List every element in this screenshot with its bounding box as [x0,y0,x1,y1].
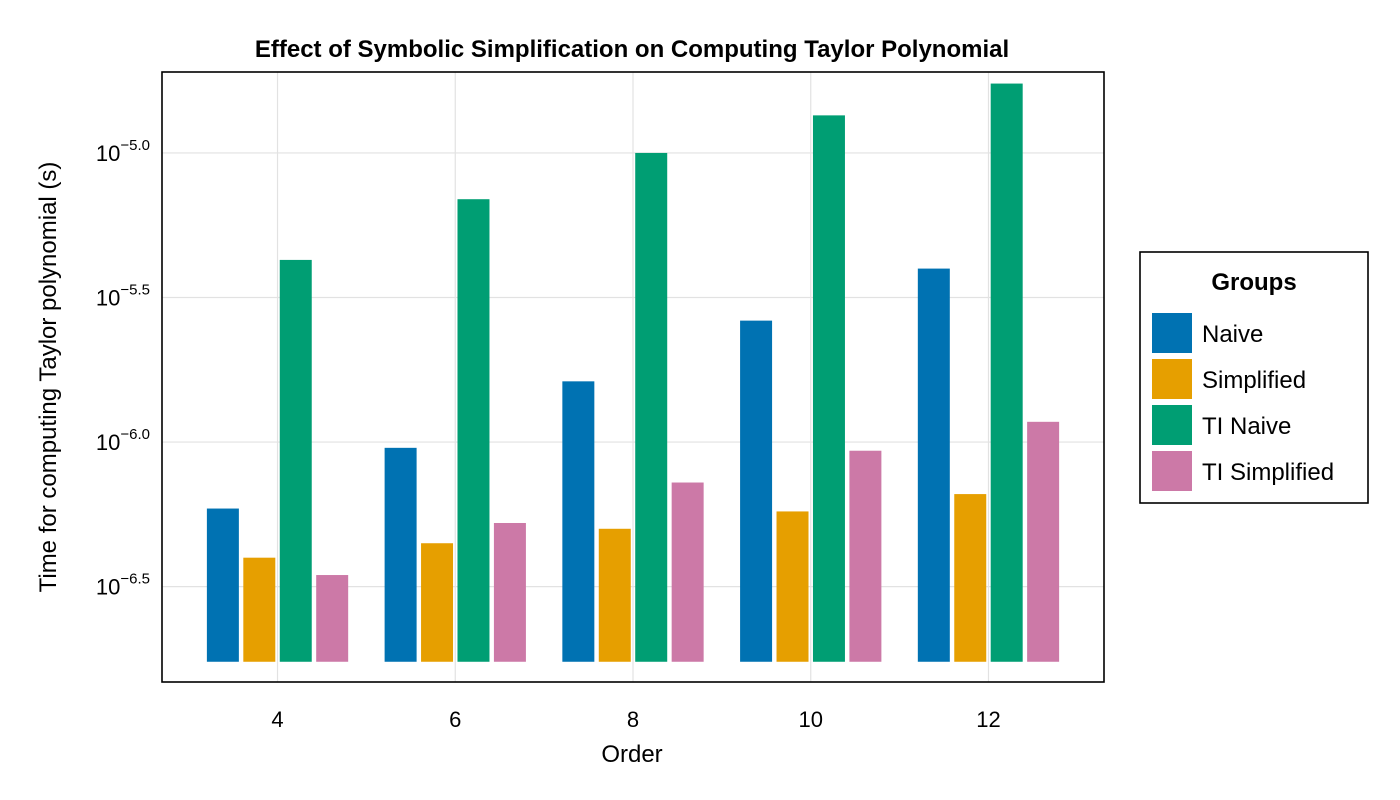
bar-ti-simplified-order-6 [493,522,526,662]
plot-frame [161,71,1105,683]
bar-ti-simplified-order-10 [849,450,882,662]
legend-swatch-ti-naive [1152,405,1192,445]
legend-swatch-naive [1152,313,1192,353]
y-tick-base: 10 [96,285,120,310]
y-tick-exponent: −6.5 [120,571,150,588]
bar-simplified-order-10 [776,511,809,662]
bar-simplified-order-6 [421,543,454,662]
bar-naive-order-4 [206,508,239,662]
bar-ti-simplified-order-12 [1027,421,1060,662]
y-tick-labels: 10−6.510−6.010−5.510−5.0 [96,137,150,600]
x-tick-label: 4 [271,707,283,732]
chart-title: Effect of Symbolic Simplification on Com… [255,36,1009,63]
bar-naive-order-12 [917,268,950,662]
legend-label-simplified: Simplified [1202,367,1306,394]
x-tick-label: 8 [627,707,639,732]
y-tick-exponent: −5.0 [120,137,150,154]
bar-simplified-order-4 [243,557,276,662]
y-axis-label: Time for computing Taylor polynomial (s) [35,162,62,593]
bar-ti-simplified-order-4 [316,575,349,662]
bar-ti-naive-order-4 [279,259,312,662]
legend-swatch-ti-simplified [1152,451,1192,491]
y-tick-base: 10 [96,430,120,455]
x-tick-labels: 4 6 8 10 12 [271,707,1000,732]
y-tick-label: 10−6.0 [96,426,150,455]
bar-naive-order-8 [562,381,595,662]
bar-naive-order-6 [384,447,417,662]
bar-simplified-order-12 [954,494,987,662]
y-tick-exponent: −5.5 [120,281,150,298]
y-tick-base: 10 [96,141,120,166]
bar-naive-order-10 [740,320,773,662]
y-tick-label: 10−6.5 [96,571,150,600]
x-tick-label: 12 [976,707,1000,732]
bar-ti-simplified-order-8 [671,482,704,662]
legend-title: Groups [1211,269,1296,296]
y-tick-exponent: −6.0 [120,426,150,443]
x-tick-label: 6 [449,707,461,732]
legend-label-ti-simplified: TI Simplified [1202,459,1334,486]
legend-swatch-simplified [1152,359,1192,399]
bars-layer [206,83,1060,662]
x-axis-label: Order [601,741,662,768]
legend-label-naive: Naive [1202,321,1263,348]
bar-ti-naive-order-6 [457,199,490,662]
bar-ti-naive-order-10 [812,115,845,662]
legend-items: Naive Simplified TI Naive TI Simplified [1152,313,1334,491]
x-tick-label: 10 [798,707,822,732]
y-tick-base: 10 [96,575,120,600]
bar-simplified-order-8 [598,528,631,662]
bar-ti-naive-order-12 [990,83,1023,662]
bar-ti-naive-order-8 [635,152,668,662]
legend-label-ti-naive: TI Naive [1202,413,1291,440]
legend: Groups Naive Simplified TI Naive TI Simplif… [1139,251,1369,504]
y-tick-label: 10−5.0 [96,137,150,166]
y-tick-label: 10−5.5 [96,281,150,310]
